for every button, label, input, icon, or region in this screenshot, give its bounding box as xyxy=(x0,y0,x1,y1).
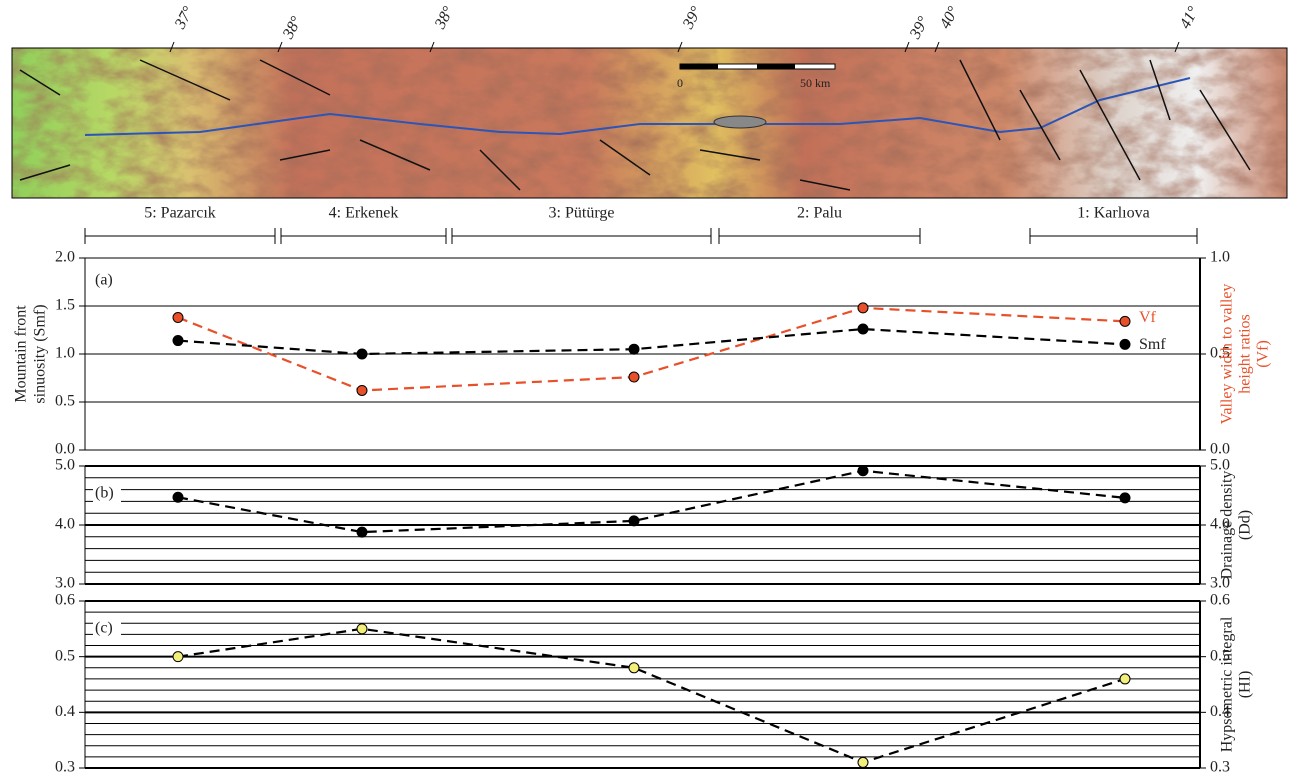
lake xyxy=(714,116,766,128)
longitude-label: 41° xyxy=(1177,3,1203,31)
scale-end: 50 km xyxy=(800,76,831,90)
y-tick-label: 0.5 xyxy=(55,393,75,410)
y2-axis-label: Valley width to valley xyxy=(1219,284,1236,425)
y-tick-label: 0.5 xyxy=(55,647,75,664)
data-point xyxy=(1120,316,1130,326)
longitude-label: 39° xyxy=(679,3,705,32)
y-axis-label: sinuosity (Smf) xyxy=(32,304,49,403)
y-tick-label: 0.0 xyxy=(55,441,75,458)
data-point xyxy=(858,757,868,767)
y-tick-label: 4.0 xyxy=(55,516,75,533)
series-line xyxy=(178,308,1125,391)
y-tick-label: 0.3 xyxy=(55,759,75,776)
scale-start: 0 xyxy=(677,76,683,90)
data-point xyxy=(173,336,183,346)
data-point xyxy=(629,372,639,382)
data-point xyxy=(858,466,868,476)
y2-tick-label: 0.0 xyxy=(1210,441,1230,458)
data-point xyxy=(629,344,639,354)
y-tick-label: 0.6 xyxy=(55,592,75,609)
y2-tick-label: 0.6 xyxy=(1210,592,1230,609)
y2-axis-label: (Vf) xyxy=(1255,340,1272,368)
y-tick-label: 1.5 xyxy=(55,297,75,314)
y2-axis-label: height ratios xyxy=(1237,314,1254,394)
longitude-label: 38° xyxy=(279,13,305,42)
longitude-label: 39° xyxy=(906,13,932,42)
data-point xyxy=(629,663,639,673)
data-point xyxy=(357,349,367,359)
longitude-label: 40° xyxy=(937,3,963,31)
panel-label: (b) xyxy=(95,485,114,502)
y-axis-label: Mountain front xyxy=(13,305,30,403)
series-line xyxy=(178,629,1125,763)
longitude-label: 38° xyxy=(431,3,457,32)
y-tick-label: 5.0 xyxy=(55,457,75,474)
data-point xyxy=(858,303,868,313)
y-tick-label: 2.0 xyxy=(55,249,75,266)
legend-label: Smf xyxy=(1139,336,1166,353)
y2-tick-label: 1.0 xyxy=(1210,249,1230,266)
legend-label: Vf xyxy=(1139,309,1157,326)
longitude-label: 37° xyxy=(171,3,197,32)
segment-label: 1: Karlıova xyxy=(1077,205,1149,222)
segment-label: 3: Pütürge xyxy=(549,205,615,222)
map: 0 50 km xyxy=(12,48,1287,198)
y2-tick-label: 0.3 xyxy=(1210,759,1230,776)
y-tick-label: 1.0 xyxy=(55,345,75,362)
data-point xyxy=(858,324,868,334)
y2-axis-label: (HI) xyxy=(1237,671,1254,699)
y-tick-label: 3.0 xyxy=(55,575,75,592)
y2-axis-label: Hypsometric integral xyxy=(1219,616,1236,752)
data-point xyxy=(1120,674,1130,684)
segment-label: 2: Palu xyxy=(797,205,842,222)
data-point xyxy=(1120,339,1130,349)
data-point xyxy=(357,385,367,395)
panel-label: (a) xyxy=(95,272,113,289)
data-point xyxy=(173,492,183,502)
y2-axis-label: (Dd) xyxy=(1237,510,1254,540)
data-point xyxy=(357,624,367,634)
data-point xyxy=(629,516,639,526)
y-tick-label: 0.4 xyxy=(55,703,75,720)
data-point xyxy=(173,652,183,662)
figure: 0 50 km 37°38°38°39°39°40°41°5: Pazarcık… xyxy=(0,0,1301,779)
series-line xyxy=(178,329,1125,354)
panel-label: (c) xyxy=(95,620,113,637)
segment-label: 5: Pazarcık xyxy=(144,205,216,222)
data-point xyxy=(173,313,183,323)
segment-label: 4: Erkenek xyxy=(329,205,399,222)
y2-axis-label: Drainage density xyxy=(1219,471,1236,580)
data-point xyxy=(357,527,367,537)
data-point xyxy=(1120,493,1130,503)
